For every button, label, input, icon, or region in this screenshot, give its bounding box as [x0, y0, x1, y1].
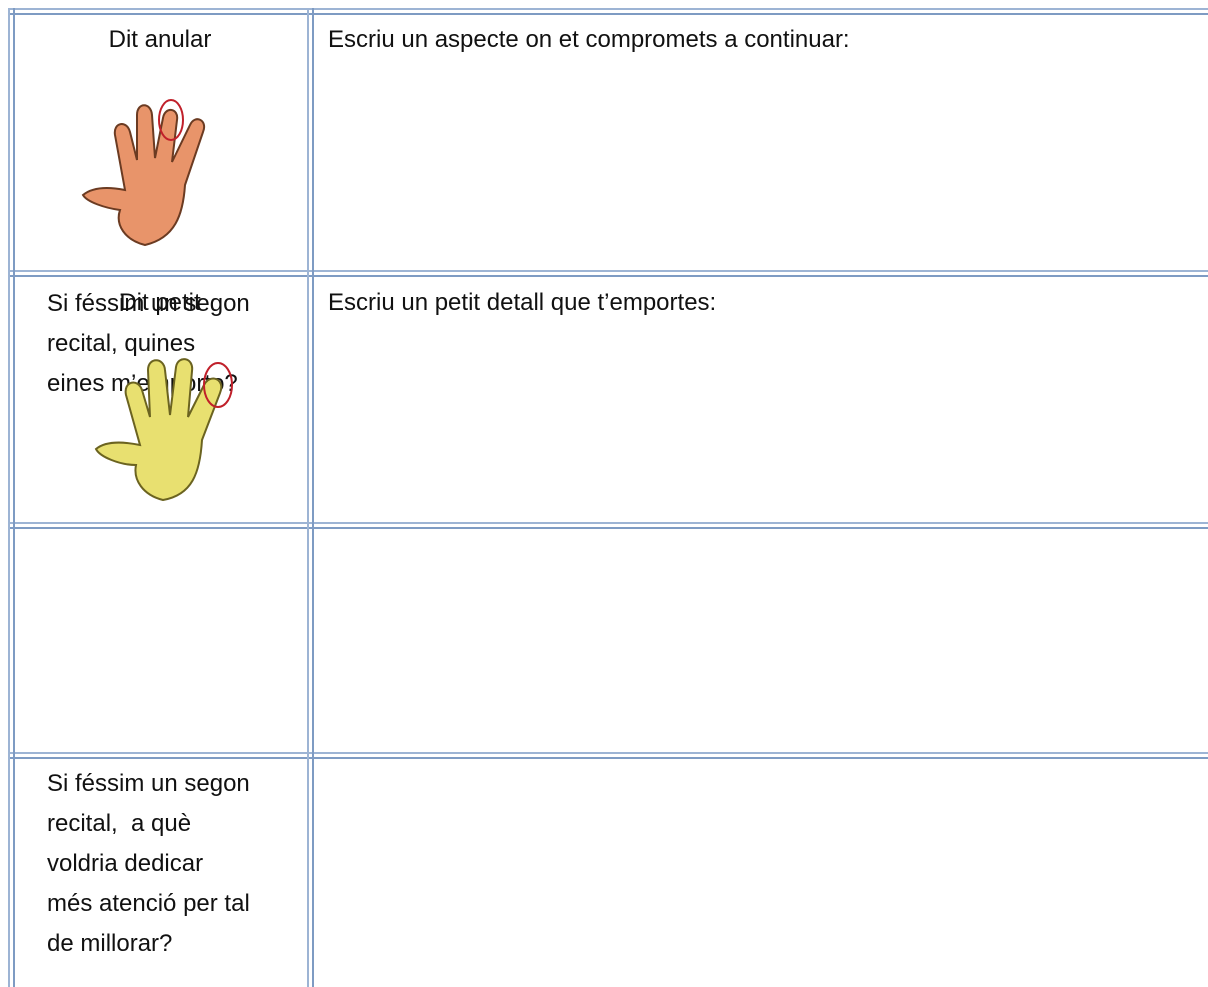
- text-line: Si féssim un segon: [47, 770, 250, 797]
- border: [8, 522, 1208, 529]
- border: [8, 8, 15, 987]
- hand-icon: [94, 358, 233, 502]
- border: [8, 752, 1208, 759]
- row-label: Dit petit: [119, 289, 201, 316]
- text-line: recital, a què: [47, 810, 192, 837]
- text-line: voldria dedicar: [47, 850, 204, 877]
- text-line: recital, quines: [47, 330, 196, 357]
- border: [307, 8, 314, 987]
- text-line: més atenció per tal: [47, 890, 250, 917]
- row-prompt: Escriu un petit detall que t’emportes:: [328, 289, 717, 316]
- hand-icon: [81, 99, 206, 247]
- row-label: Si féssim un segon recital, a què voldri…: [47, 764, 250, 964]
- row-label: Dit anular: [108, 26, 212, 53]
- text-line: Si féssim un segon: [47, 290, 250, 317]
- border: [8, 8, 1208, 15]
- row-prompt: Escriu un aspecte on et compromets a con…: [328, 26, 850, 53]
- border: [8, 270, 1208, 277]
- text-line: de millorar?: [47, 930, 173, 957]
